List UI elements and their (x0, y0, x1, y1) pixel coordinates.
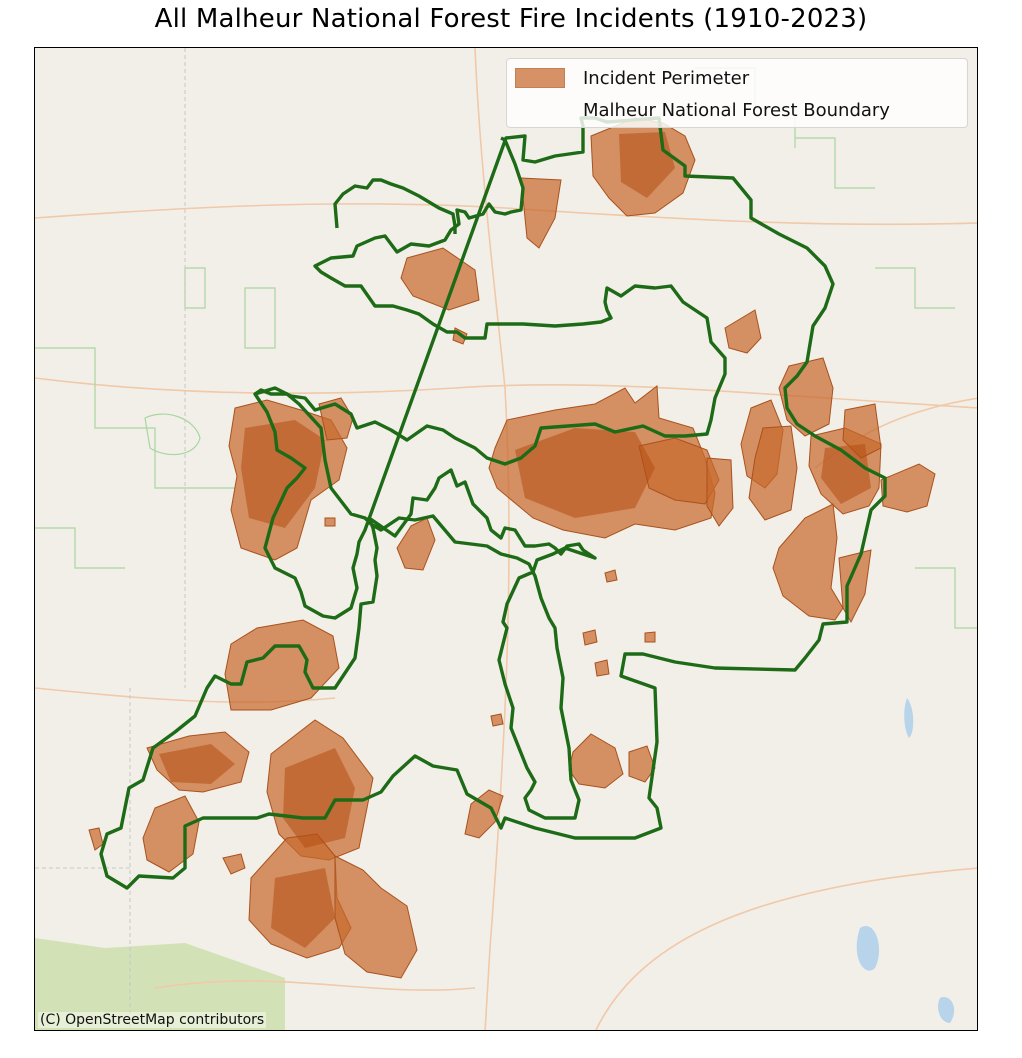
incident-perimeter[interactable] (490, 713, 504, 727)
incident-perimeter[interactable] (224, 619, 340, 711)
legend-label: Malheur National Forest Boundary (583, 99, 890, 121)
overlap-shading (159, 132, 871, 948)
incident-perimeter[interactable] (604, 569, 618, 583)
incident-perimeter[interactable] (334, 855, 418, 979)
incident-perimeter[interactable] (222, 853, 246, 875)
incident-perimeter[interactable] (644, 631, 656, 643)
incident-perimeter[interactable] (464, 789, 504, 839)
incident-perimeter[interactable] (324, 517, 336, 527)
legend-label: Incident Perimeter (583, 67, 750, 89)
incident-perimeter[interactable] (842, 403, 882, 459)
map-svg (35, 48, 977, 1030)
forest-boundary (99, 116, 887, 890)
map-attribution: (C) OpenStreetMap contributors (38, 1012, 267, 1028)
forest-boundary-swatch (515, 100, 565, 120)
incident-perimeter[interactable] (706, 457, 734, 527)
map-canvas[interactable] (34, 47, 978, 1031)
incident-perimeter[interactable] (594, 659, 610, 677)
legend-item-incident-perimeter: Incident Perimeter (515, 66, 749, 90)
minor-boundaries (35, 67, 977, 629)
map-title: All Malheur National Forest Fire Inciden… (154, 4, 868, 34)
incident-perimeter[interactable] (628, 745, 656, 783)
water-bodies (856, 698, 955, 1023)
incident-perimeter[interactable] (582, 629, 598, 646)
map-legend: Incident Perimeter Malheur National Fore… (506, 58, 968, 128)
county-lines (35, 48, 186, 1030)
legend-item-forest-boundary: Malheur National Forest Boundary (515, 98, 890, 122)
incident-perimeter[interactable] (724, 309, 762, 354)
incident-perimeter[interactable] (880, 463, 936, 513)
grassland-area (35, 938, 285, 1030)
incident-perimeter[interactable] (520, 177, 562, 249)
incident-perimeter[interactable] (748, 425, 798, 521)
incident-perimeter-swatch (515, 68, 565, 88)
